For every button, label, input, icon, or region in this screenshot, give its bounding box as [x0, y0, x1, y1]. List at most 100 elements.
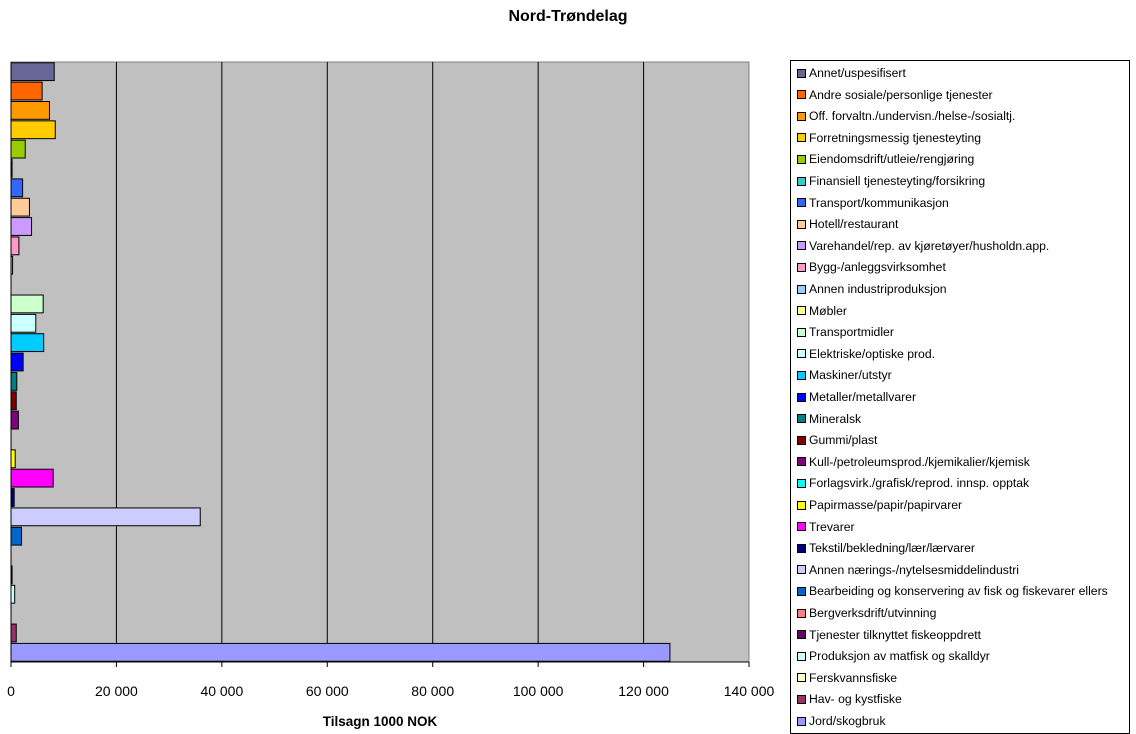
legend-swatch: [797, 694, 806, 704]
legend-item: Elektriske/optiske prod.: [797, 345, 935, 363]
legend-item: Papirmasse/papir/papirvarer: [797, 496, 962, 514]
legend-label: Metaller/metallvarer: [809, 390, 917, 404]
legend-swatch: [797, 414, 806, 424]
legend-swatch: [797, 284, 806, 294]
legend-label: Jord/skogbruk: [809, 714, 886, 728]
legend-swatch: [797, 630, 806, 640]
legend-swatch: [797, 111, 806, 121]
legend-item: Trevarer: [797, 518, 855, 536]
legend-label: Maskiner/utstyr: [809, 368, 892, 383]
legend-swatch: [797, 90, 806, 100]
legend-swatch: [797, 327, 806, 337]
bar: [10, 197, 30, 217]
legend-label: Finansiell tjenesteyting/forsikring: [809, 174, 986, 188]
bar: [10, 507, 201, 527]
legend-swatch: [797, 306, 806, 316]
bar: [10, 526, 23, 546]
legend-item: Forlagsvirk./grafisk/reprod. innsp. oppt…: [797, 474, 1029, 492]
legend-swatch: [797, 154, 806, 164]
legend-swatch: [797, 586, 806, 596]
legend-item: Hotell/restaurant: [797, 215, 898, 233]
legend-item: Hav- og kystfiske: [797, 690, 902, 708]
legend-label: Hotell/restaurant: [809, 217, 899, 232]
legend-swatch: [797, 500, 806, 510]
chart-title: Nord-Trøndelag: [508, 8, 628, 25]
bar: [10, 333, 45, 353]
legend-label: Annen industriproduksjon: [809, 282, 947, 296]
legend-item: Varehandel/rep. av kjøretøyer/husholdn.a…: [797, 237, 1049, 255]
legend-item: Kull-/petroleumsprod./kjemikalier/kjemis…: [797, 453, 1030, 471]
legend-item: Jord/skogbruk: [797, 712, 886, 730]
bar: [10, 313, 37, 333]
legend-swatch: [797, 543, 806, 553]
legend-label: Forlagsvirk./grafisk/reprod. innsp. oppt…: [809, 476, 1030, 491]
legend-label: Annen nærings-/nytelsesmiddelindustri: [809, 562, 1020, 577]
legend-item: Tekstil/bekledning/lær/lærvarer: [797, 539, 975, 557]
legend-item: Møbler: [797, 302, 847, 320]
bar: [10, 584, 16, 604]
legend: Annet/uspesifisert Andre sosiale/personli…: [790, 60, 1130, 734]
legend-item: Bergverksdrift/utvinning: [797, 604, 936, 622]
legend-item: Transport/kommunikasjon: [797, 194, 949, 212]
bar: [10, 352, 24, 372]
bar: [10, 623, 17, 643]
legend-item: Maskiner/utstyr: [797, 366, 892, 384]
legend-swatch: [797, 435, 806, 445]
legend-swatch: [797, 262, 806, 272]
legend-swatch: [797, 522, 806, 532]
legend-label: Transportmidler: [809, 325, 894, 340]
legend-item: Eiendomsdrift/utleie/rengjøring: [797, 150, 974, 168]
bar: [10, 294, 44, 314]
legend-item: Gummi/plast: [797, 431, 877, 449]
bar: [10, 642, 671, 662]
legend-swatch: [797, 133, 806, 143]
bar: [10, 139, 26, 159]
bar: [10, 410, 19, 430]
legend-swatch: [797, 349, 806, 359]
legend-item: Ferskvannsfiske: [797, 669, 897, 687]
legend-swatch: [797, 370, 806, 380]
legend-item: Finansiell tjenesteyting/forsikring: [797, 172, 985, 190]
legend-label: Produksjon av matfisk og skalldyr: [809, 649, 990, 664]
legend-swatch: [797, 478, 806, 488]
legend-swatch: [797, 392, 806, 402]
bar: [10, 449, 16, 469]
legend-label: Annet/uspesifisert: [809, 66, 906, 80]
x-tick-label: 20 000: [95, 683, 138, 699]
legend-label: Transport/kommunikasjon: [809, 195, 949, 210]
x-tick-label: 120 000: [618, 683, 669, 699]
legend-item: Bygg-/anleggsvirksomhet: [797, 258, 946, 276]
legend-item: Transportmidler: [797, 323, 894, 341]
legend-item: Mineralsk: [797, 410, 861, 428]
legend-label: Tjenester tilknyttet fiskeoppdrett: [809, 627, 982, 642]
legend-item: Bearbeiding og konservering av fisk og f…: [797, 582, 1108, 600]
legend-item: Metaller/metallvarer: [797, 388, 916, 406]
legend-item: Annen nærings-/nytelsesmiddelindustri: [797, 561, 1019, 579]
x-tick-label: 140 000: [724, 683, 775, 699]
x-tick-label: 60 000: [306, 683, 349, 699]
legend-swatch: [797, 716, 806, 726]
legend-label: Ferskvannsfiske: [809, 670, 898, 685]
legend-label: Mineralsk: [809, 411, 862, 426]
x-tick-label: 40 000: [200, 683, 243, 699]
legend-label: Bergverksdrift/utvinning: [809, 606, 937, 620]
legend-label: Off. forvaltn./undervisn./helse-/sosialt…: [809, 109, 1016, 124]
legend-label: Hav- og kystfiske: [809, 692, 902, 707]
x-tick-label: 80 000: [411, 683, 454, 699]
legend-label: Tekstil/bekledning/lær/lærvarer: [809, 541, 975, 556]
bar: [10, 391, 17, 411]
legend-swatch: [797, 565, 806, 575]
bar: [10, 81, 43, 101]
legend-swatch: [797, 198, 806, 208]
legend-label: Eiendomsdrift/utleie/rengjøring: [809, 152, 975, 167]
plot-area: [10, 61, 750, 663]
legend-label: Forretningsmessig tjenesteyting: [809, 130, 982, 145]
legend-label: Trevarer: [809, 519, 855, 534]
bar: [10, 236, 20, 256]
bar: [10, 120, 56, 140]
legend-label: Kull-/petroleumsprod./kjemikalier/kjemis…: [809, 454, 1030, 469]
legend-swatch: [797, 68, 806, 78]
legend-swatch: [797, 608, 806, 618]
legend-swatch: [797, 241, 806, 251]
legend-item: Annen industriproduksjon: [797, 280, 947, 298]
